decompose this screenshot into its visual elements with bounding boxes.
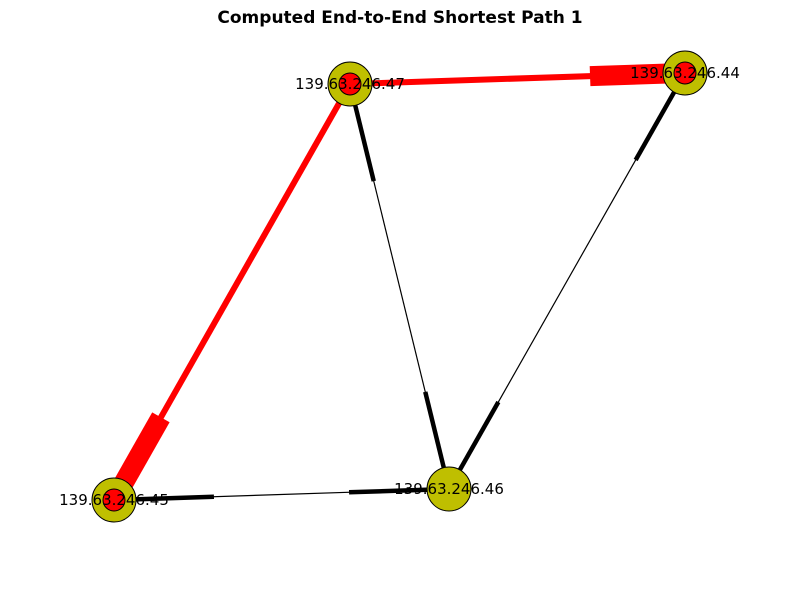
edges-layer: [111, 63, 687, 503]
node-139-63-246-46: [426, 466, 472, 512]
edge-n47-n46: [347, 83, 452, 490]
node-outer-circle: [426, 466, 472, 512]
nodes-layer: [91, 50, 708, 523]
edge-n44-n46: [447, 71, 687, 491]
diagram-title: Computed End-to-End Shortest Path 1: [217, 8, 583, 28]
labels-layer: 139.63.246.47 139.63.246.44 139.63.246.45 1…: [59, 64, 740, 509]
node-139-63-246-47: [327, 61, 373, 107]
path-node-marker: [102, 488, 126, 512]
node-139-63-246-44: [662, 50, 708, 96]
node-139-63-246-45: [91, 477, 137, 523]
edge-n47-n44: [349, 63, 686, 87]
path-edge-arrowhead: [111, 412, 170, 494]
path-node-marker: [338, 72, 362, 96]
path-edge-arrowhead: [589, 63, 673, 87]
edge-n47-n45: [111, 82, 353, 502]
node-label: 139.63.246.47: [295, 75, 405, 93]
path-node-marker: [673, 61, 697, 85]
node-label: 139.63.246.45: [59, 491, 169, 509]
node-label: 139.63.246.44: [630, 64, 740, 82]
node-label: 139.63.246.46: [394, 480, 504, 498]
